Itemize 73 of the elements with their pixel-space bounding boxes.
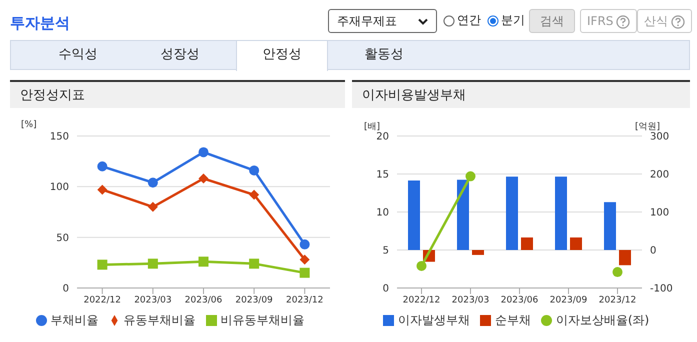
legend-label: 순부채 (494, 313, 531, 327)
y2-tick-label: 200 (650, 170, 670, 181)
chart-title: 이자비용발생부채 (352, 80, 690, 108)
point (148, 178, 158, 188)
point (198, 147, 208, 158)
point (249, 258, 260, 269)
legend-label: 이자보상배율(좌) (556, 313, 650, 327)
text: 검색 (529, 9, 575, 33)
y-tick-label: 5 (382, 246, 389, 257)
x-tick-label: 2023/12 (286, 295, 324, 306)
bar (457, 180, 469, 250)
point (148, 258, 158, 269)
bar (619, 250, 631, 266)
y2-tick-label: 0 (650, 246, 656, 257)
text: 활동성 (364, 46, 404, 64)
y-tick-label: 50 (56, 232, 69, 244)
text: 투자분석 (10, 14, 70, 33)
x-tick-label: 2023/06 (500, 295, 538, 306)
y-tick-label: 0 (382, 284, 389, 295)
legend-label: 비유동부채비율 (220, 313, 304, 327)
x-tick-label: 2023/09 (550, 295, 588, 306)
text: 산식 (637, 9, 692, 33)
point (97, 184, 108, 195)
x-tick-label: 2023/06 (184, 295, 222, 306)
bar (506, 176, 518, 250)
point (148, 202, 158, 212)
point (249, 190, 260, 200)
x-tick-label: 2023/12 (598, 295, 636, 306)
text: 연간 (456, 12, 481, 29)
x-tick-label: 2023/09 (235, 295, 274, 306)
y2-tick-label: -100 (650, 284, 673, 295)
point (300, 268, 310, 278)
y-tick-label: 0 (62, 284, 69, 295)
y-tick-label: 150 (50, 132, 69, 143)
y2-axis-title: [억원] (634, 121, 660, 132)
y-axis-title: [배] (364, 121, 380, 132)
legend-label: 유동부채비율 (124, 313, 196, 327)
x-tick-label: 2023/03 (134, 295, 172, 306)
text: 수익성 (58, 46, 98, 64)
point (300, 254, 310, 265)
text: 안정성 (236, 40, 328, 71)
bar (555, 176, 567, 250)
text: IFRS (580, 9, 638, 33)
text: 주재무제표 (328, 9, 437, 33)
bar (472, 250, 484, 255)
point (612, 267, 622, 278)
legend-label: 부채비율 (50, 313, 98, 327)
bar (408, 180, 420, 250)
y-tick-label: 10 (376, 208, 389, 219)
y2-tick-label: 100 (650, 208, 670, 219)
bar (570, 237, 582, 250)
y-tick-label: 15 (376, 170, 389, 181)
y-tick-label: 20 (376, 132, 389, 143)
chart-title: 안정성지표 (10, 80, 345, 108)
point (198, 174, 208, 184)
point (416, 260, 426, 271)
y-tick-label: 100 (50, 182, 69, 194)
text: 성장성 (160, 46, 200, 64)
point (466, 171, 476, 182)
point (97, 161, 108, 172)
x-tick-label: 2023/03 (452, 295, 490, 306)
point (198, 256, 208, 267)
x-tick-label: 2022/12 (84, 295, 121, 306)
point (97, 260, 108, 270)
legend-label: 이자발생부채 (398, 313, 470, 327)
y-axis-title: [%] (21, 120, 37, 130)
point (300, 239, 310, 250)
y2-tick-label: 300 (650, 132, 670, 143)
point (249, 165, 260, 176)
x-tick-label: 2022/12 (402, 295, 440, 306)
bar (521, 237, 533, 250)
text: 분기 (500, 12, 525, 29)
bar (604, 202, 616, 250)
